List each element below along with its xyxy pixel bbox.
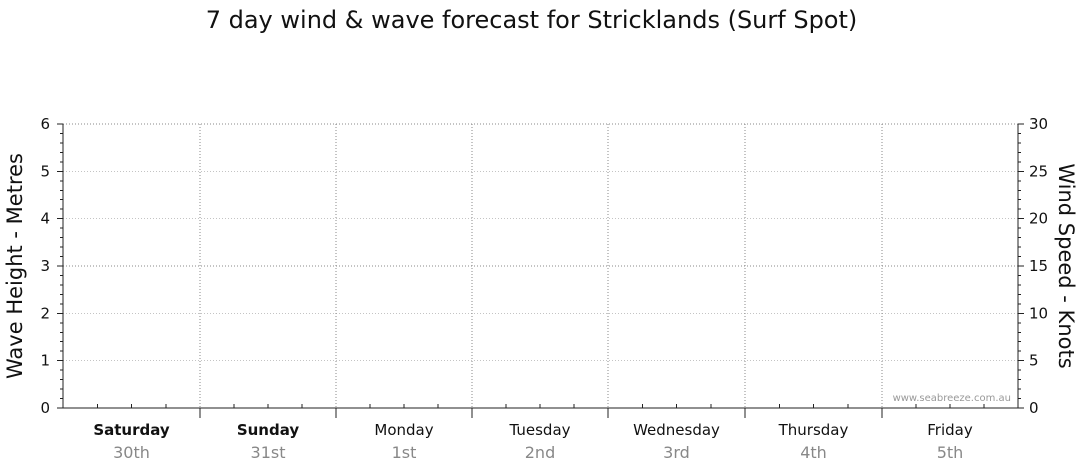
day-date-label: 30th — [113, 443, 150, 462]
y-right-tick-label: 5 — [1029, 352, 1039, 370]
y-right-tick-label: 15 — [1029, 257, 1048, 275]
day-name-label: Friday — [927, 421, 973, 439]
y-right-tick-label: 30 — [1029, 115, 1048, 133]
y-left-tick-label: 1 — [40, 352, 50, 370]
day-name-label: Thursday — [778, 421, 849, 439]
day-date-label: 4th — [800, 443, 827, 462]
axes — [57, 123, 1024, 418]
day-name-label: Saturday — [93, 421, 170, 439]
day-date-label: 3rd — [663, 443, 690, 462]
y-left-tick-label: 4 — [40, 210, 50, 228]
tick-labels: 0 1 2 3 4 5 6 0 5 10 15 20 25 30 Saturday 30th Sunday 31s… — [40, 115, 1048, 462]
day-date-label: 31st — [251, 443, 286, 462]
y-right-tick-label: 25 — [1029, 162, 1048, 180]
day-name-label: Wednesday — [633, 421, 720, 439]
y-left-tick-label: 3 — [40, 257, 50, 275]
y-right-tick-label: 20 — [1029, 210, 1048, 228]
day-date-label: 5th — [937, 443, 964, 462]
day-name-label: Tuesday — [508, 421, 570, 439]
y-axis-right-label: Wind Speed - Knots — [1054, 163, 1078, 368]
grid-lines — [63, 123, 1018, 409]
y-axis-left-label: Wave Height - Metres — [3, 153, 27, 379]
watermark-text: www.seabreeze.com.au — [893, 393, 1011, 404]
y-right-tick-label: 10 — [1029, 304, 1048, 322]
y-left-tick-label: 0 — [40, 399, 50, 417]
day-name-label: Monday — [374, 421, 433, 439]
day-date-label: 2nd — [525, 443, 555, 462]
day-name-label: Sunday — [237, 421, 300, 439]
y-left-tick-label: 5 — [40, 162, 50, 180]
y-right-tick-label: 0 — [1029, 399, 1039, 417]
y-left-tick-label: 6 — [40, 115, 50, 133]
y-left-tick-label: 2 — [40, 304, 50, 322]
chart-title: 7 day wind & wave forecast for Stricklan… — [205, 6, 858, 34]
day-date-label: 1st — [392, 443, 417, 462]
